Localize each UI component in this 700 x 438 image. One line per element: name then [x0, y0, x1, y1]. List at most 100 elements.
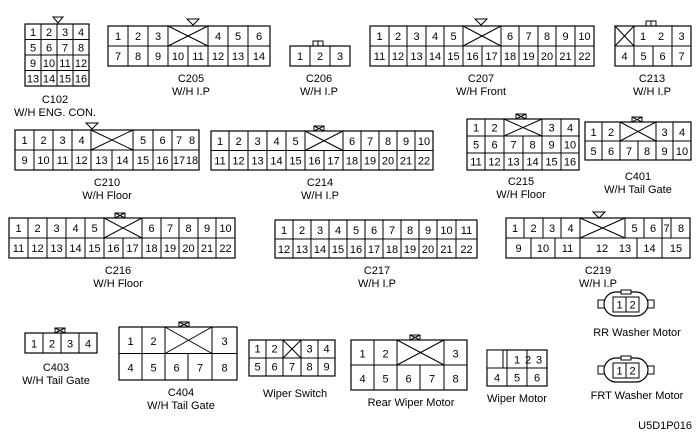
c215-pin-1: 1 — [473, 123, 479, 135]
rear-wiper-pin-5: 5 — [382, 374, 388, 386]
connector-frt-washer-motor: 1 2 — [596, 355, 656, 384]
c216-pin-12: 12 — [31, 243, 43, 255]
c214-pin-2: 2 — [235, 136, 241, 148]
connector-c216: 1 2 3 4 5 6 7 8 9 10 11 12 13 14 15 16 1… — [6, 210, 238, 260]
c404-pin-5: 5 — [150, 363, 156, 375]
connector-c214: 1 2 3 4 5 6 7 8 9 10 11 12 13 14 15 16 1… — [208, 124, 436, 172]
c214-pin-21: 21 — [400, 156, 412, 168]
c219-harness: W/H I.P — [579, 278, 617, 290]
c213-name: C213 — [638, 73, 666, 85]
c210-pin-7: 7 — [176, 135, 182, 147]
wiper-motor-name: Wiper Motor — [487, 393, 547, 405]
wiper-switch-pin-9: 9 — [323, 362, 329, 374]
connector-c403-face: 1 2 3 4 — [24, 327, 98, 354]
c214-pin-7: 7 — [367, 136, 373, 148]
c213-pin-1: 1 — [640, 31, 646, 43]
connector-c205: 1 2 3 4 5 6 7 8 9 10 11 12 13 14 — [105, 14, 275, 68]
c217-pin-11: 11 — [461, 225, 472, 237]
c217-pin-10: 10 — [440, 225, 452, 237]
c214-pin-22: 22 — [418, 156, 430, 168]
connector-c206-face: 1 2 3 — [289, 40, 351, 67]
connector-c404: 1 2 3 4 5 6 7 8 — [116, 320, 240, 382]
c217-pin-18: 18 — [386, 244, 398, 256]
c401-pin-7: 7 — [626, 146, 632, 158]
connector-c102-face: 1 2 3 4 5 6 7 8 9 10 11 12 13 14 15 16 — [24, 16, 90, 87]
rear-wiper-pin-1: 1 — [359, 349, 365, 361]
frt-washer-name: FRT Washer Motor — [590, 390, 684, 402]
c219-pin-10: 10 — [537, 243, 549, 255]
rr-washer-pin-2: 2 — [629, 300, 635, 312]
c102-pin-12: 12 — [75, 58, 87, 70]
c217-pin-6: 6 — [371, 225, 377, 237]
c403-pin-2: 2 — [49, 339, 55, 351]
c404-pin-7: 7 — [197, 363, 203, 375]
wiper-switch-pin-2: 2 — [271, 344, 277, 356]
c207-harness: W/H Front — [455, 86, 507, 98]
c216-pin-22: 22 — [219, 243, 231, 255]
connector-c215: 1 2 3 4 5 6 7 8 9 10 11 12 13 14 15 16 — [464, 112, 582, 172]
c213-harness: W/H I.P — [633, 86, 671, 98]
c219-pin-3: 3 — [549, 223, 555, 235]
caption-c214: C215 C214 W/H I.P — [301, 177, 339, 203]
c214-label: C214 — [306, 177, 334, 189]
c217-pin-9: 9 — [425, 225, 431, 237]
c214-pin-3: 3 — [254, 136, 260, 148]
c102-pin-15: 15 — [59, 74, 71, 86]
c216-pin-5: 5 — [91, 223, 97, 235]
c207-pin-3: 3 — [413, 31, 419, 43]
caption-c210: C210 W/H Floor — [82, 177, 132, 203]
c217-pin-2: 2 — [299, 225, 305, 237]
connector-c214-face: 1 2 3 4 5 6 7 8 9 10 11 12 13 14 15 16 1… — [210, 125, 434, 171]
c215-harness: W/H Floor — [496, 189, 546, 201]
connector-c215-face: 1 2 3 4 5 6 7 8 9 10 11 12 13 14 15 16 — [466, 113, 580, 171]
caption-c219: C219 W/H I.P — [579, 265, 617, 291]
caption-wiper-switch: Wiper Switch — [263, 388, 327, 401]
c207-pin-2: 2 — [395, 31, 401, 43]
c210-harness: W/H Floor — [82, 190, 132, 202]
c215-pin-13: 13 — [507, 157, 519, 169]
c213-pin-6: 6 — [659, 51, 665, 63]
c214-pin-6: 6 — [349, 136, 355, 148]
c216-pin-21: 21 — [201, 243, 213, 255]
c216-pin-1: 1 — [15, 223, 21, 235]
rear-wiper-pin-7: 7 — [429, 374, 435, 386]
c404-name: C404 — [167, 387, 195, 399]
c404-pin-2: 2 — [150, 336, 156, 348]
c210-pin-16: 16 — [156, 155, 168, 167]
c102-pin-5: 5 — [30, 43, 36, 55]
c207-pin-7: 7 — [525, 31, 531, 43]
c214-pin-11: 11 — [214, 156, 225, 168]
caption-c206: C206 W/H I.P — [300, 73, 338, 99]
connector-wiper-motor: 1 1 2 2 3 4 5 6 — [484, 346, 550, 388]
connector-wiper-motor-face: 1 1 2 2 3 4 5 6 — [486, 349, 548, 387]
caption-rear-wiper-motor: Rear Wiper Motor — [368, 397, 455, 410]
c214-pin-9: 9 — [403, 136, 409, 148]
c215-pin-6: 6 — [491, 140, 497, 152]
c102-pin-6: 6 — [46, 43, 52, 55]
c213-pin-3: 3 — [678, 31, 684, 43]
c205-harness: W/H I.P — [172, 86, 210, 98]
c217-pin-7: 7 — [389, 225, 395, 237]
c205-pin-5: 5 — [235, 31, 241, 43]
c401-pin-9: 9 — [661, 146, 667, 158]
c207-pin-5: 5 — [450, 31, 456, 43]
c214-pin-14: 14 — [270, 156, 282, 168]
c216-pin-10: 10 — [219, 223, 231, 235]
connector-c401: 1 2 3 4 5 6 7 8 9 10 — [582, 116, 694, 162]
c205-name: C205 — [177, 73, 205, 85]
c215-pin-14: 14 — [526, 157, 538, 169]
wiper-switch-pin-1: 1 — [254, 344, 260, 356]
caption-rr-washer-motor: RR Washer Motor — [593, 327, 681, 340]
c207-pin-17: 17 — [485, 51, 497, 63]
c210-pin-4: 4 — [78, 135, 84, 147]
c404-pin-4: 4 — [127, 363, 133, 375]
wiper-motor-pin-6: 6 — [534, 373, 540, 385]
c214-pin-12: 12 — [232, 156, 244, 168]
c213-pin-4: 4 — [621, 51, 627, 63]
c217-pin-12: 12 — [278, 244, 290, 256]
c205-pin-3: 3 — [155, 31, 161, 43]
c210-pin-2: 2 — [40, 135, 46, 147]
c216-pin-11: 11 — [13, 243, 24, 255]
c219-pin-14: 14 — [643, 243, 655, 255]
c215-pin-9: 9 — [548, 140, 554, 152]
